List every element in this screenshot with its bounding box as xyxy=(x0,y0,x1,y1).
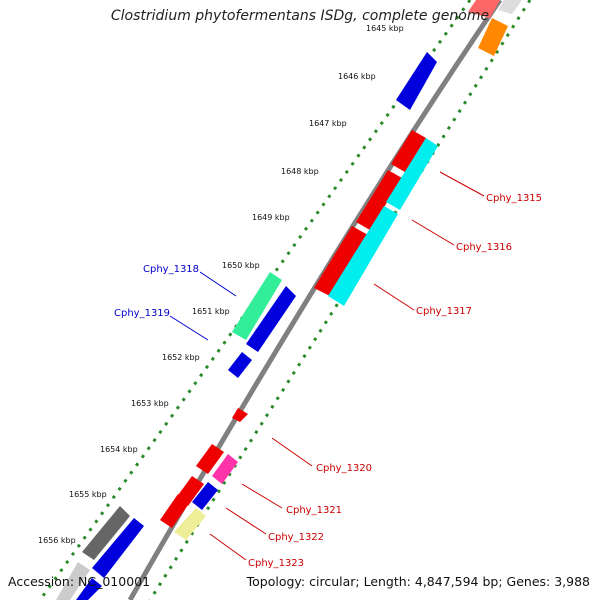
tick-label: 1655 kbp xyxy=(69,490,107,499)
tick-label: 1650 kbp xyxy=(222,261,260,270)
gene-feature[interactable] xyxy=(468,0,500,18)
gene-feature[interactable] xyxy=(196,444,224,474)
gene-feature[interactable] xyxy=(92,518,144,578)
label-leaders xyxy=(169,171,485,561)
gene-label-cphy-1322[interactable]: Cphy_1322 xyxy=(268,532,324,543)
map-title: Clostridium phytofermentans ISDg, comple… xyxy=(110,8,490,24)
gene-feature[interactable] xyxy=(356,170,402,230)
tick-label: 1647 kbp xyxy=(309,119,347,128)
gene-label-cphy-1315[interactable]: Cphy_1315 xyxy=(486,193,542,204)
leader-line xyxy=(411,219,455,246)
leader-line xyxy=(271,437,313,467)
tick-label: 1645 kbp xyxy=(366,24,404,33)
leader-line xyxy=(199,271,237,297)
tick-label: 1646 kbp xyxy=(338,72,376,81)
gene-feature[interactable] xyxy=(160,494,190,528)
gene-feature[interactable] xyxy=(232,408,248,422)
gene-labels: Cphy_1315 Cphy_1316 Cphy_1317 Cphy_1318 … xyxy=(114,193,542,569)
gene-feature[interactable] xyxy=(328,206,398,306)
outer-dotted-guide xyxy=(148,0,532,601)
gene-label-cphy-1323[interactable]: Cphy_1323 xyxy=(248,558,304,569)
gene-feature[interactable] xyxy=(174,508,206,540)
gene-feature[interactable] xyxy=(391,130,426,172)
gene-feature[interactable] xyxy=(56,562,90,600)
gene-feature[interactable] xyxy=(386,138,438,210)
leader-line xyxy=(169,315,209,341)
gene-features xyxy=(56,0,522,600)
gene-label-cphy-1319[interactable]: Cphy_1319 xyxy=(114,308,170,319)
gene-feature[interactable] xyxy=(232,272,282,340)
leader-line xyxy=(439,171,485,197)
tick-label: 1654 kbp xyxy=(100,445,138,454)
gene-feature[interactable] xyxy=(246,286,296,352)
accession-text: Accession: NC_010001 xyxy=(8,574,151,589)
tick-labels: 1645 kbp 1646 kbp 1647 kbp 1648 kbp 1649… xyxy=(38,24,404,545)
gene-label-cphy-1320[interactable]: Cphy_1320 xyxy=(316,463,372,474)
gene-feature[interactable] xyxy=(192,482,218,510)
gene-feature[interactable] xyxy=(478,18,508,56)
tick-label: 1649 kbp xyxy=(252,213,290,222)
gene-feature[interactable] xyxy=(212,454,238,484)
gene-feature[interactable] xyxy=(498,0,522,14)
gene-label-cphy-1316[interactable]: Cphy_1316 xyxy=(456,242,512,253)
leader-line xyxy=(241,483,283,509)
gene-label-cphy-1318[interactable]: Cphy_1318 xyxy=(143,264,199,275)
gene-label-cphy-1317[interactable]: Cphy_1317 xyxy=(416,306,472,317)
genome-summary-text: Topology: circular; Length: 4,847,594 bp… xyxy=(246,574,590,589)
tick-label: 1653 kbp xyxy=(131,399,169,408)
gene-feature[interactable] xyxy=(76,578,102,600)
tick-label: 1651 kbp xyxy=(192,307,230,316)
leader-line xyxy=(209,533,247,561)
tick-label: 1648 kbp xyxy=(281,167,319,176)
tick-label: 1652 kbp xyxy=(162,353,200,362)
gene-feature[interactable] xyxy=(314,226,368,296)
gene-feature[interactable] xyxy=(396,52,437,110)
gene-feature[interactable] xyxy=(228,352,252,378)
gene-feature[interactable] xyxy=(82,506,130,560)
tick-label: 1656 kbp xyxy=(38,536,76,545)
gene-label-cphy-1321[interactable]: Cphy_1321 xyxy=(286,505,342,516)
leader-line xyxy=(225,507,267,535)
leader-line xyxy=(373,283,415,311)
